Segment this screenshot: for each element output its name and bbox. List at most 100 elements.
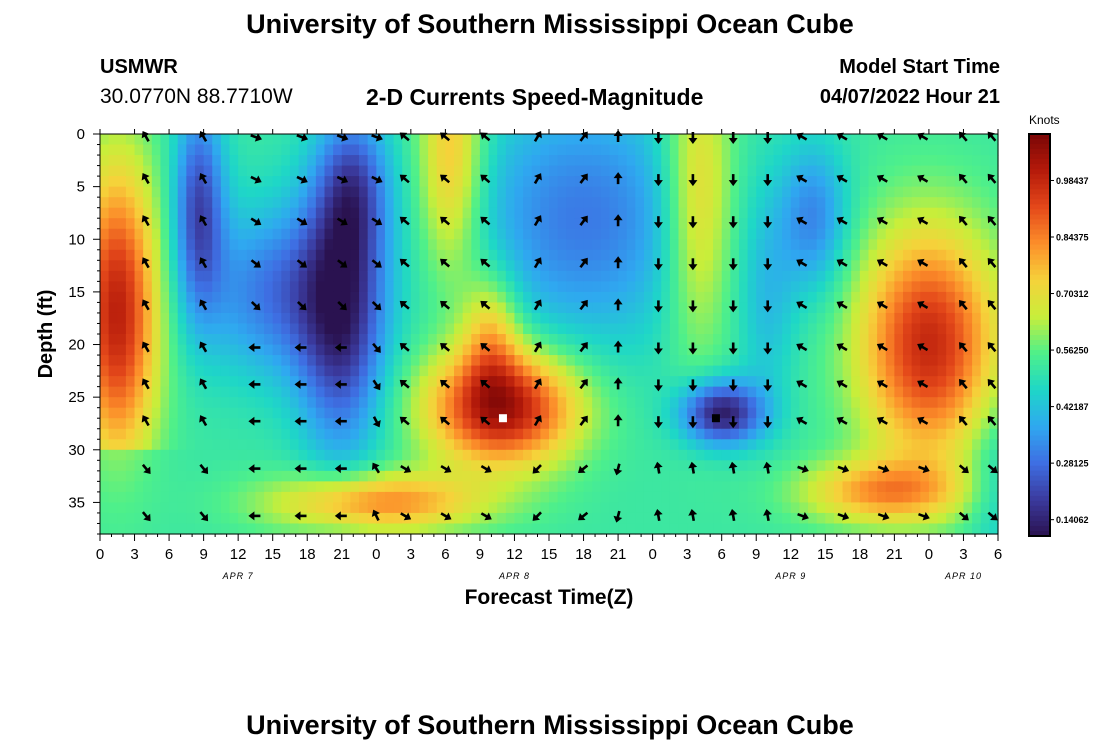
heatmap-cell — [436, 418, 446, 430]
heatmap-cell — [324, 397, 334, 409]
heatmap-cell — [937, 323, 947, 335]
x-tick-label: 6 — [718, 546, 726, 563]
heatmap-cell — [643, 281, 654, 293]
heatmap-cell — [946, 491, 956, 504]
heatmap-cell — [643, 512, 654, 525]
heatmap-cell — [894, 186, 904, 198]
heatmap-cell — [808, 312, 818, 325]
heatmap-cell — [695, 249, 706, 261]
heatmap-cell — [790, 176, 800, 188]
heatmap-cell — [782, 334, 792, 346]
heatmap-cell — [669, 428, 680, 440]
heatmap-cell — [894, 334, 904, 346]
heatmap-cell — [194, 470, 205, 482]
heatmap-cell — [264, 176, 274, 188]
heatmap-cell — [730, 481, 740, 493]
heatmap-cell — [298, 249, 308, 261]
heatmap-cell — [574, 355, 585, 367]
heatmap-cell — [169, 386, 179, 398]
heatmap-cell — [713, 365, 723, 377]
heatmap-cell — [868, 197, 878, 209]
heatmap-cell — [367, 176, 377, 188]
heatmap-cell — [635, 407, 645, 419]
heatmap-cell — [851, 197, 861, 209]
heatmap-cell — [212, 428, 222, 440]
current-vector-arrow — [371, 175, 383, 184]
heatmap-cell — [756, 491, 766, 504]
heatmap-cell — [980, 376, 990, 388]
current-vector-arrow — [959, 300, 968, 311]
heatmap-cell — [462, 134, 472, 146]
heatmap-cell — [324, 460, 334, 472]
heatmap-cell — [177, 186, 187, 198]
heatmap-cell — [954, 428, 965, 440]
heatmap-cell — [393, 312, 403, 325]
heatmap-cell — [376, 439, 386, 451]
heatmap-cell — [281, 439, 291, 451]
heatmap-cell — [246, 176, 257, 188]
heatmap-cell — [454, 291, 464, 304]
current-vector-arrow — [917, 380, 929, 389]
heatmap-cell — [220, 249, 231, 261]
heatmap-cell — [402, 386, 412, 398]
heatmap-cell — [177, 281, 187, 293]
heatmap-cell — [289, 260, 300, 272]
heatmap-cell — [842, 502, 852, 514]
heatmap-cell — [877, 449, 887, 461]
current-vector-arrow — [987, 215, 997, 226]
heatmap-cell — [738, 312, 749, 325]
heatmap-cell — [764, 439, 775, 451]
heatmap-cell — [488, 418, 498, 430]
heatmap-cell — [384, 407, 395, 419]
heatmap-cell — [186, 323, 196, 335]
heatmap-cell — [125, 386, 136, 398]
heatmap-cell — [903, 291, 913, 304]
heatmap-cell — [428, 439, 438, 451]
heatmap-cell — [454, 376, 464, 388]
heatmap-cell — [972, 491, 982, 504]
heatmap-cell — [238, 428, 248, 440]
heatmap-cell — [393, 355, 403, 367]
heatmap-cell — [894, 291, 904, 304]
heatmap-cell — [747, 365, 757, 377]
current-vector-arrow — [294, 343, 307, 352]
heatmap-cell — [169, 428, 179, 440]
heatmap-cell — [272, 218, 282, 230]
heatmap-cell — [756, 144, 766, 156]
current-vector-arrow — [688, 379, 698, 392]
heatmap-cell — [384, 270, 395, 282]
heatmap-cell — [324, 407, 334, 419]
heatmap-cell — [160, 428, 170, 440]
heatmap-cell — [479, 460, 490, 472]
heatmap-cell — [626, 155, 636, 167]
heatmap-cell — [471, 502, 481, 514]
heatmap-cell — [704, 376, 714, 388]
heatmap-cell — [903, 334, 913, 346]
heatmap-cell — [756, 449, 766, 461]
heatmap-cell — [531, 470, 541, 482]
heatmap-cell — [246, 165, 257, 177]
heatmap-cell — [618, 365, 628, 377]
heatmap-cell — [359, 355, 369, 367]
heatmap-cell — [212, 407, 222, 419]
current-vector-arrow — [296, 133, 309, 142]
heatmap-cell — [203, 439, 213, 451]
heatmap-cell — [920, 155, 930, 167]
speed-heatmap — [100, 134, 999, 535]
heatmap-cell — [618, 249, 628, 261]
current-vector-arrow — [959, 257, 968, 268]
heatmap-cell — [557, 197, 567, 209]
heatmap-cell — [928, 312, 939, 325]
heatmap-cell — [428, 502, 438, 514]
current-vector-arrow — [334, 464, 347, 474]
heatmap-cell — [454, 397, 464, 409]
heatmap-cell — [583, 197, 593, 209]
current-vector-arrow — [371, 462, 381, 474]
heatmap-cell — [928, 481, 939, 493]
heatmap-cell — [695, 460, 706, 472]
heatmap-cell — [782, 270, 792, 282]
heatmap-cell — [428, 323, 438, 335]
heatmap-cell — [488, 344, 498, 356]
heatmap-cell — [238, 502, 248, 514]
heatmap-cell — [816, 186, 826, 198]
